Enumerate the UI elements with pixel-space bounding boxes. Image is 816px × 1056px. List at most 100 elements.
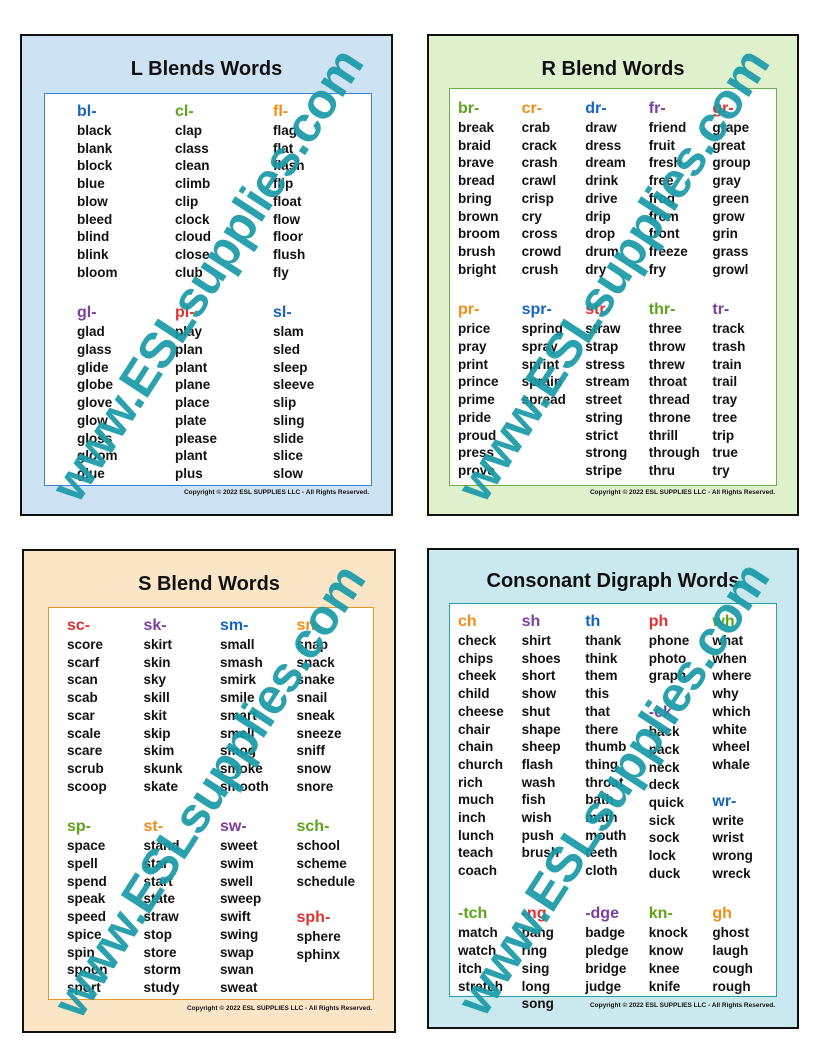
word-group: wr-write wrist wrong wreck xyxy=(712,792,776,883)
word: lunch xyxy=(458,827,494,843)
word: please xyxy=(175,430,218,446)
word: swing xyxy=(220,926,259,942)
card-consonant-digraphs: Consonant Digraph Words ch check chips chee… xyxy=(427,548,799,1029)
word: dream xyxy=(585,155,626,171)
word: stretch xyxy=(458,978,504,994)
word-column: wh what when where why which white wheel whale wr… xyxy=(712,612,776,900)
word: front xyxy=(648,226,680,242)
word-column: thr-three throw threw throat thread throne thr… xyxy=(649,300,713,497)
word: crack xyxy=(521,137,557,153)
word: knee xyxy=(648,960,680,976)
group-heading: sh xyxy=(521,613,541,630)
word: crash xyxy=(521,155,558,171)
word: state xyxy=(143,891,176,907)
group-heading: pl- xyxy=(175,304,195,322)
group-heading: cl- xyxy=(175,103,194,120)
word: flow xyxy=(273,211,300,227)
word: why xyxy=(712,686,739,702)
word: play xyxy=(175,324,203,340)
word-column: gr-grape great group gray green grow grin grass… xyxy=(712,99,776,296)
word-column: gh ghost laugh cough rough xyxy=(712,904,776,1027)
word-row: bl-black blank block blue blow bleed blind blin… xyxy=(77,102,371,299)
word: match xyxy=(458,925,498,941)
word: school xyxy=(296,838,341,854)
word: flush xyxy=(273,246,306,262)
word: speed xyxy=(67,909,107,925)
word: grass xyxy=(712,243,749,259)
word: print xyxy=(458,356,488,372)
word: when xyxy=(712,650,747,666)
word-group: sn-snap snack snake snail sneak sneeze sniff sn… xyxy=(297,616,374,795)
word: thrill xyxy=(648,427,679,443)
word: sweep xyxy=(220,891,262,907)
group-heading: sp- xyxy=(67,818,91,836)
word: globe xyxy=(77,377,113,393)
word: child xyxy=(458,686,490,702)
word: store xyxy=(143,944,177,960)
word-column: -ng bang ring sing long song xyxy=(522,904,586,1027)
word: chips xyxy=(458,650,494,666)
word: green xyxy=(712,190,750,206)
copyright: Copyright © 2022 ESL SUPPLIES LLC - All … xyxy=(186,1005,372,1012)
word-group: pl-play plan plant plane place plate please pla… xyxy=(175,303,273,482)
word: grin xyxy=(712,226,738,242)
word: glove xyxy=(77,395,113,411)
word: spring xyxy=(521,321,563,337)
word: shoes xyxy=(521,650,561,666)
word: deck xyxy=(648,777,680,793)
group-heading: fl- xyxy=(273,103,289,120)
word: blank xyxy=(77,140,113,156)
word-group: th thank think them this that there thumb thing t… xyxy=(585,612,649,880)
word-row: br-break braid brave bread bring brown broom br… xyxy=(458,99,776,296)
word: skunk xyxy=(143,760,183,776)
word-group: fr-friend fruit fresh free frog from front free… xyxy=(649,99,713,278)
word: fish xyxy=(521,792,546,808)
word: stream xyxy=(585,374,630,390)
word-group: -ck back pack neck deck quick sick sock lock duck xyxy=(649,703,713,882)
group-heading: st- xyxy=(143,818,164,836)
word: cheese xyxy=(458,703,504,719)
word: slam xyxy=(273,324,304,340)
word: church xyxy=(458,756,504,772)
word: skip xyxy=(143,725,171,741)
word: dress xyxy=(585,137,622,153)
word: judge xyxy=(585,978,622,994)
word: swell xyxy=(220,873,254,889)
group-heading: br- xyxy=(458,100,480,117)
word-group: wh what when where why which white wheel whale xyxy=(712,612,776,774)
word: plant xyxy=(175,359,208,375)
word: chair xyxy=(458,721,491,737)
word: sheep xyxy=(521,739,561,755)
word: stand xyxy=(143,838,180,854)
word-column: sc-score scarf scan scab scar scale scare scrub… xyxy=(67,616,144,813)
group-heading: sl- xyxy=(273,304,292,322)
word: drink xyxy=(585,173,619,189)
word: smooth xyxy=(220,778,269,794)
group-heading: kn- xyxy=(648,905,673,923)
group-heading: wh xyxy=(712,613,735,630)
word-group: ch check chips cheek child cheese chair chain ch… xyxy=(458,612,522,880)
word-group: kn-knock know knee knife xyxy=(649,904,713,995)
word: tray xyxy=(712,392,738,408)
word: study xyxy=(143,979,180,995)
word-column: kn-knock know knee knife xyxy=(649,904,713,1027)
word-group: sl-slam sled sleep sleeve slip sling slide slic… xyxy=(273,303,371,482)
word: cry xyxy=(521,208,542,224)
word: star xyxy=(143,856,169,872)
word: rough xyxy=(712,978,751,994)
word: shirt xyxy=(521,633,551,648)
group-heading: tr- xyxy=(712,301,730,319)
word: trail xyxy=(712,374,738,390)
word: scarf xyxy=(67,654,100,670)
word-column: fr-friend fruit fresh free frog from front free… xyxy=(649,99,713,296)
word: gray xyxy=(712,173,741,189)
word-column: sh shirt shoes short show shut shape sheep flash… xyxy=(522,612,586,900)
word: coach xyxy=(458,863,498,879)
word: try xyxy=(712,462,730,478)
word: dry xyxy=(585,261,607,277)
word: free xyxy=(648,173,674,189)
word: smirk xyxy=(220,672,257,688)
word: rich xyxy=(458,774,483,790)
word: slide xyxy=(273,430,304,446)
group-heading: gl- xyxy=(77,304,97,322)
